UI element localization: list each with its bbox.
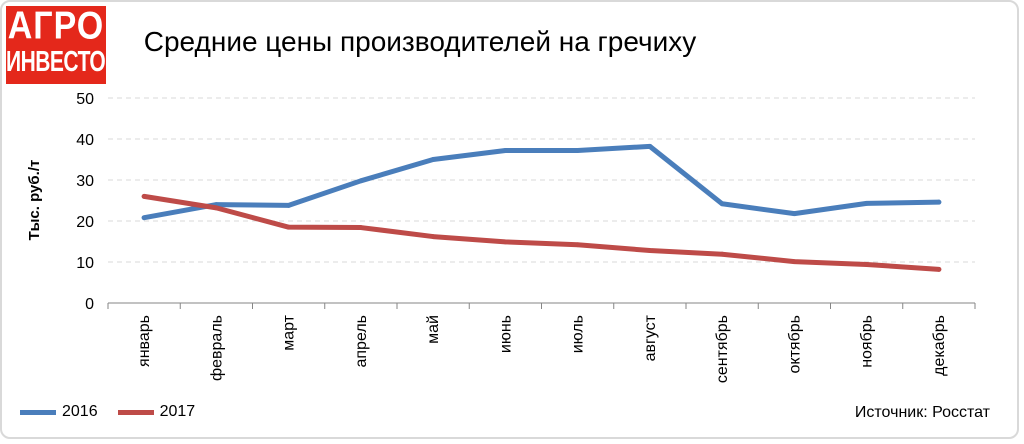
- legend: 2016 2017: [20, 403, 215, 421]
- data-point-2016-2: [286, 203, 292, 208]
- data-point-2016-5: [502, 148, 508, 153]
- data-point-2017-0: [141, 194, 147, 199]
- x-tick-label-0: январь: [136, 315, 153, 367]
- data-point-2016-11: [936, 199, 942, 205]
- data-point-2016-4: [430, 157, 436, 162]
- y-tick-label: 50: [76, 91, 94, 108]
- data-point-2016-8: [719, 201, 725, 207]
- y-tick-label: 0: [85, 296, 94, 313]
- y-tick-label: 20: [76, 214, 94, 231]
- x-tick-label-7: август: [642, 314, 659, 361]
- logo-line-2: ИНВЕСТОР: [6, 46, 106, 78]
- x-tick-label-5: июнь: [497, 315, 514, 353]
- series-line-2017: [141, 193, 942, 272]
- legend-swatch-2016: [20, 409, 56, 415]
- data-point-2017-2: [286, 224, 292, 230]
- data-point-2017-1: [213, 205, 219, 211]
- legend-item-2016: 2016: [20, 403, 98, 421]
- x-tick-label-3: апрель: [353, 315, 370, 368]
- y-tick-labels: 0 10 20 30 40 50: [76, 91, 94, 313]
- data-point-2016-9: [791, 211, 797, 217]
- y-tick-label: 40: [76, 132, 94, 149]
- data-point-2016-0: [141, 215, 147, 221]
- data-point-2017-9: [791, 259, 797, 264]
- data-point-2017-6: [575, 242, 581, 248]
- data-point-2017-10: [864, 262, 870, 267]
- data-point-2016-3: [358, 178, 364, 184]
- data-point-2017-11: [936, 266, 942, 272]
- grid-layer: [107, 97, 976, 309]
- x-tick-label-9: октябрь: [786, 315, 803, 373]
- x-tick-label-2: март: [281, 314, 298, 350]
- x-tick-label-4: май: [425, 315, 442, 344]
- data-point-2017-7: [647, 248, 653, 253]
- data-point-2017-5: [502, 239, 508, 245]
- data-point-2017-4: [430, 234, 436, 239]
- data-point-2017-3: [358, 225, 364, 230]
- series-line-2016: [141, 143, 942, 221]
- logo-line-1: АГРО: [7, 6, 105, 48]
- series-layer: [141, 143, 942, 272]
- data-point-2016-7: [647, 143, 653, 149]
- x-tick-label-1: февраль: [208, 315, 225, 381]
- x-tick-label-11: декабрь: [931, 315, 948, 376]
- data-point-2016-10: [864, 200, 870, 206]
- legend-item-2017: 2017: [117, 403, 196, 421]
- data-point-2017-8: [719, 251, 725, 257]
- legend-swatch-2017: [117, 409, 154, 415]
- source-note: Источник: Росстат: [854, 404, 990, 421]
- chart-title: Средние цены производителей на гречиху: [143, 26, 697, 57]
- x-tick-label-8: сентябрь: [714, 315, 731, 383]
- y-tick-label: 10: [76, 255, 94, 272]
- y-tick-label: 30: [76, 173, 94, 190]
- legend-label-2016: 2016: [62, 403, 98, 420]
- data-point-2016-6: [575, 148, 581, 153]
- x-tick-label-6: июль: [570, 315, 587, 353]
- x-tick-label-10: ноябрь: [859, 315, 876, 368]
- legend-label-2017: 2017: [159, 403, 196, 420]
- x-tick-labels: январь февраль март апрель май июнь июль август…: [136, 314, 948, 383]
- agroinvestor-logo: АГРО ИНВЕСТОР: [6, 6, 106, 84]
